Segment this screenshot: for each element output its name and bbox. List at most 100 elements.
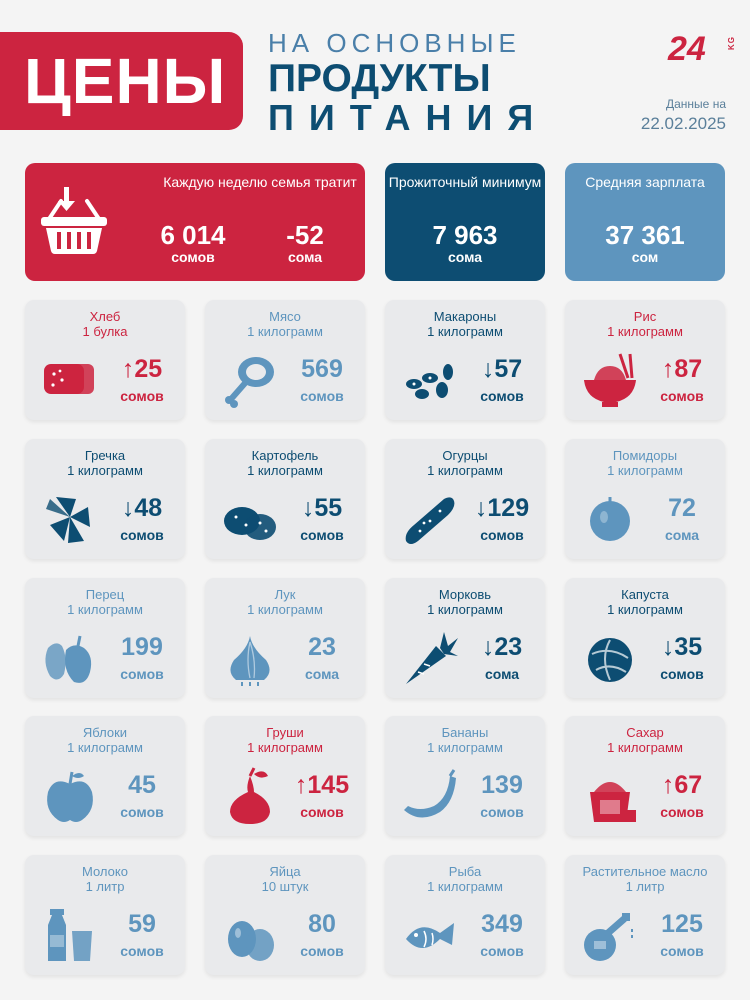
date-value: 22.02.2025 (640, 114, 726, 133)
product-name: Капуста (621, 587, 669, 602)
bread-icon (44, 364, 94, 394)
product-name: Картофель (251, 448, 319, 463)
product-name: Растительное масло (582, 864, 708, 879)
product-card: Бананы 1 килограмм 139 сомов (385, 716, 545, 836)
product-currency: сомов (120, 527, 164, 543)
product-currency: сомов (120, 804, 164, 820)
product-currency: сомов (300, 943, 344, 959)
weekly-spending-card: Каждую неделю семья тратит 6 014 сомов -… (25, 163, 365, 281)
product-price: ↓23 (481, 633, 523, 661)
product-unit: 1 килограмм (607, 740, 683, 755)
product-price: 23 (308, 633, 336, 661)
product-currency: сома (664, 527, 700, 543)
product-card: Гречка 1 килограмм ↓48 сомов (25, 439, 185, 559)
product-unit: 1 килограмм (427, 879, 503, 894)
product-price: ↑25 (121, 355, 163, 383)
subtitle-line-3: ПИТАНИЯ (268, 97, 549, 138)
product-price: ↓35 (661, 633, 703, 661)
product-currency: сомов (120, 943, 164, 959)
oil-icon (584, 913, 633, 961)
product-name: Мясо (269, 309, 301, 324)
weekly-spending-change-unit: сома (287, 249, 323, 265)
pasta-icon (406, 364, 453, 399)
product-card: Перец 1 килограмм 199 сомов (25, 578, 185, 698)
weekly-spending-change: -52 (286, 220, 324, 250)
potato-icon (224, 507, 276, 540)
product-name: Яйца (269, 864, 301, 879)
product-name: Рыба (448, 864, 482, 879)
product-unit: 1 килограмм (607, 463, 683, 478)
product-card: Лук 1 килограмм 23 сома (205, 578, 365, 698)
product-currency: сомов (660, 804, 704, 820)
rice-icon (584, 353, 636, 407)
product-price: 199 (121, 633, 163, 661)
tomato-icon (590, 497, 630, 541)
product-currency: сомов (120, 666, 164, 682)
product-currency: сомов (300, 527, 344, 543)
logo: 24 KG (668, 32, 736, 66)
product-currency: сомов (480, 527, 524, 543)
product-unit: 1 килограмм (607, 324, 683, 339)
product-currency: сомов (660, 943, 704, 959)
product-price: ↓57 (481, 355, 523, 383)
product-unit: 1 литр (85, 879, 125, 894)
product-unit: 10 штук (261, 879, 309, 894)
product-unit: 1 килограмм (427, 602, 503, 617)
product-name: Огурцы (442, 448, 488, 463)
average-salary-label: Средняя зарплата (585, 174, 705, 190)
product-price: 45 (128, 771, 156, 799)
average-salary-unit: сом (631, 249, 659, 265)
meat-icon (225, 357, 274, 408)
carrot-icon (406, 632, 458, 684)
product-unit: 1 килограмм (427, 463, 503, 478)
onion-icon (230, 636, 270, 686)
apple-icon (47, 771, 93, 822)
product-unit: 1 килограмм (67, 463, 143, 478)
product-unit: 1 килограмм (247, 740, 323, 755)
weekly-spending-label: Каждую неделю семья тратит (163, 174, 357, 190)
product-price: ↑67 (661, 771, 703, 799)
product-unit: 1 булка (82, 324, 128, 339)
living-minimum-label: Прожиточный минимум (388, 174, 542, 190)
logo-suffix: KG (727, 36, 736, 50)
product-unit: 1 килограмм (247, 602, 323, 617)
product-currency: сома (304, 666, 340, 682)
buckwheat-icon (46, 497, 90, 543)
date-label: Данные на (666, 97, 726, 111)
living-minimum-value: 7 963 (432, 220, 498, 250)
product-price: 59 (128, 910, 156, 938)
product-name: Хлеб (89, 309, 121, 324)
cabbage-icon (588, 638, 632, 682)
product-price: 72 (668, 494, 696, 522)
product-currency: сома (484, 666, 520, 682)
product-price: ↓55 (301, 494, 343, 522)
product-card: Яйца 10 штук 80 сомов (205, 855, 365, 975)
product-card: Макароны 1 килограмм ↓57 сомов (385, 300, 545, 420)
weekly-spending-value: 6 014 (160, 220, 226, 250)
product-currency: сомов (480, 388, 524, 404)
product-price: ↑145 (294, 771, 350, 799)
product-card: Растительное масло 1 литр 125 сомов (565, 855, 725, 975)
product-unit: 1 килограмм (427, 324, 503, 339)
product-card: Картофель 1 килограмм ↓55 сомов (205, 439, 365, 559)
milk-icon (48, 909, 92, 961)
product-price: 80 (308, 910, 336, 938)
product-currency: сомов (660, 388, 704, 404)
weekly-spending-unit: сомов (171, 249, 215, 265)
product-currency: сомов (300, 804, 344, 820)
eggs-icon (228, 921, 274, 961)
product-currency: сомов (120, 388, 164, 404)
average-salary-card: Средняя зарплата 37 361 сом (565, 163, 725, 281)
pepper-icon (45, 635, 92, 683)
product-card: Огурцы 1 килограмм ↓129 сомов (385, 439, 545, 559)
product-currency: сомов (660, 666, 704, 682)
basket-icon (41, 187, 107, 254)
product-price: ↓129 (474, 494, 530, 522)
product-unit: 1 килограмм (427, 740, 503, 755)
cucumber-icon (405, 497, 455, 544)
product-price: 349 (481, 910, 523, 938)
product-price: ↑87 (661, 355, 703, 383)
product-name: Помидоры (612, 448, 678, 463)
product-card: Мясо 1 килограмм 569 сомов (205, 300, 365, 420)
subtitle-line-1: НА ОСНОВНЫЕ (268, 28, 521, 58)
